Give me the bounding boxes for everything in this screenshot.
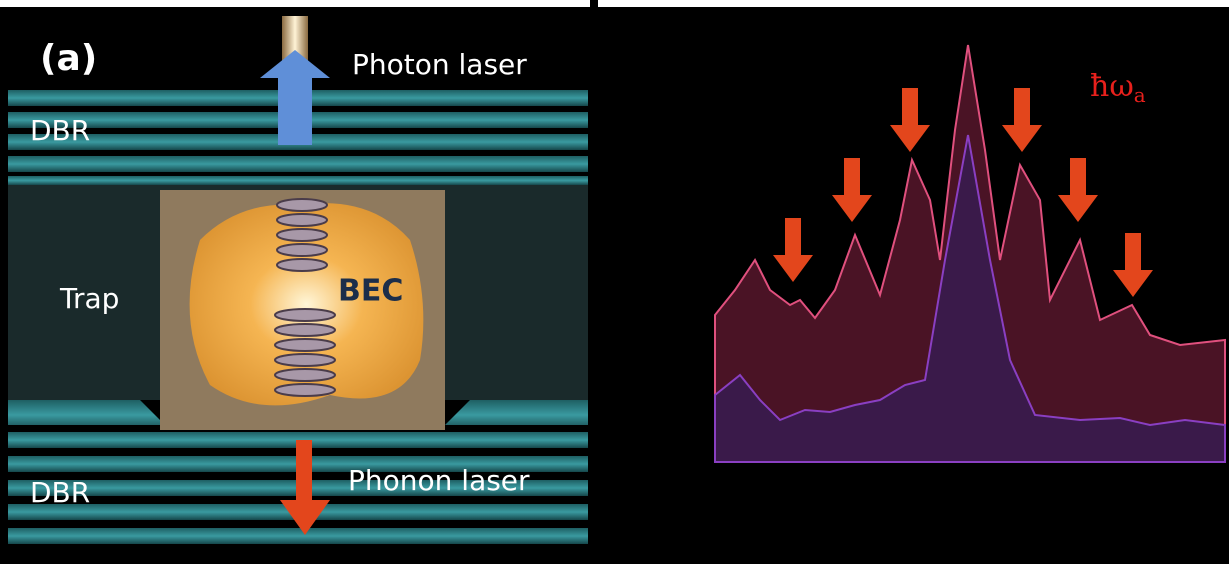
figure: (a) Photon laser DBR Trap BEC Phonon las…	[0, 0, 1229, 564]
energy-symbol: ħω	[1090, 69, 1134, 104]
border	[0, 0, 1229, 7]
bottom-arrow-label: Phonon laser	[348, 464, 530, 497]
page: Figure {"panel_label": "(a)", "diagram":…	[0, 0, 1229, 564]
top-mirror-label: DBR	[30, 114, 90, 147]
trap-label: Trap	[59, 282, 119, 315]
panel-label: (a)	[40, 38, 97, 79]
device-diagram: (a) Photon laser DBR Trap BEC Phonon las…	[8, 8, 588, 558]
condensate-label: BEC	[338, 274, 403, 309]
energy-subscript: a	[1134, 83, 1146, 107]
body: (a) Photon laser DBR Trap BEC Phonon las…	[0, 0, 1229, 564]
divider	[590, 0, 598, 564]
bottom-mirror-label: DBR	[30, 476, 90, 509]
top-arrow-label: Photon laser	[352, 48, 527, 81]
